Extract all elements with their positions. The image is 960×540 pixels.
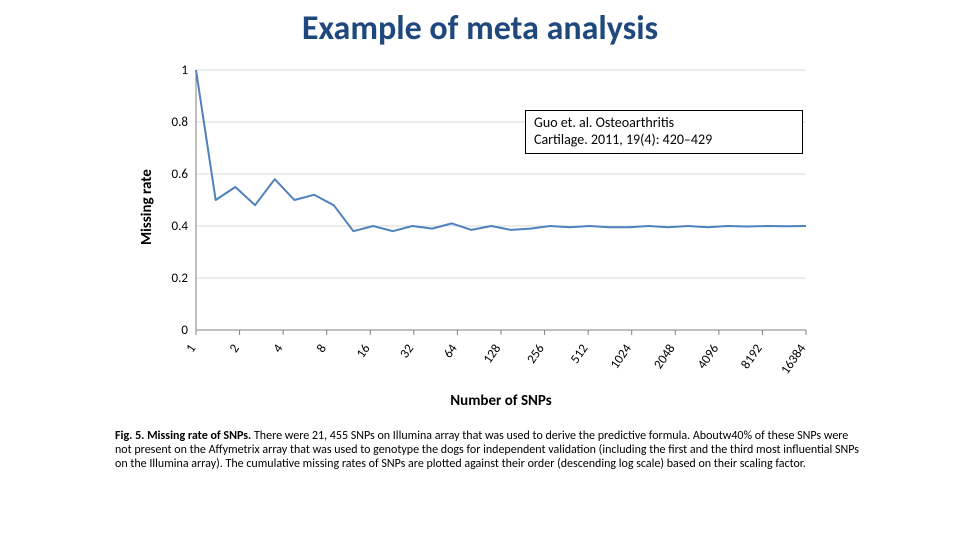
svg-text:128: 128 — [481, 341, 505, 366]
x-axis-label: Number of SNPs — [196, 392, 806, 410]
svg-text:8: 8 — [314, 341, 330, 355]
citation-line1: Guo et. al. Osteoarthritis — [534, 115, 794, 132]
svg-text:1024: 1024 — [608, 341, 636, 372]
svg-text:1: 1 — [183, 342, 199, 356]
svg-text:64: 64 — [441, 341, 461, 361]
svg-text:0.4: 0.4 — [172, 219, 189, 234]
citation-line2: Cartilage. 2011, 19(4): 420–429 — [534, 132, 794, 149]
svg-text:0.6: 0.6 — [172, 167, 189, 182]
slide-title: Example of meta analysis — [0, 8, 960, 49]
svg-text:0.8: 0.8 — [172, 115, 189, 130]
svg-text:8192: 8192 — [738, 341, 766, 372]
svg-text:16384: 16384 — [778, 341, 809, 377]
chart-container: 0 0.2 0.4 0.6 0.8 1 1 2 4 8 16 32 64 128 256 512 1024 204… — [130, 60, 830, 420]
svg-text:4: 4 — [270, 341, 286, 355]
svg-text:2: 2 — [227, 341, 243, 355]
svg-text:1: 1 — [181, 63, 188, 78]
svg-text:0: 0 — [181, 323, 188, 338]
svg-text:2048: 2048 — [651, 341, 679, 372]
svg-text:0.2: 0.2 — [172, 271, 189, 286]
svg-text:32: 32 — [397, 341, 417, 361]
svg-text:256: 256 — [524, 341, 548, 366]
svg-text:4096: 4096 — [695, 341, 723, 372]
svg-text:16: 16 — [354, 341, 374, 361]
svg-text:512: 512 — [568, 341, 592, 366]
figure-caption: Fig. 5. Missing rate of SNPs. There were… — [115, 430, 860, 471]
caption-lead: Fig. 5. Missing rate of SNPs. — [115, 429, 251, 443]
y-axis-label: Missing rate — [138, 169, 156, 245]
citation: Guo et. al. Osteoarthritis Cartilage. 20… — [525, 110, 803, 154]
